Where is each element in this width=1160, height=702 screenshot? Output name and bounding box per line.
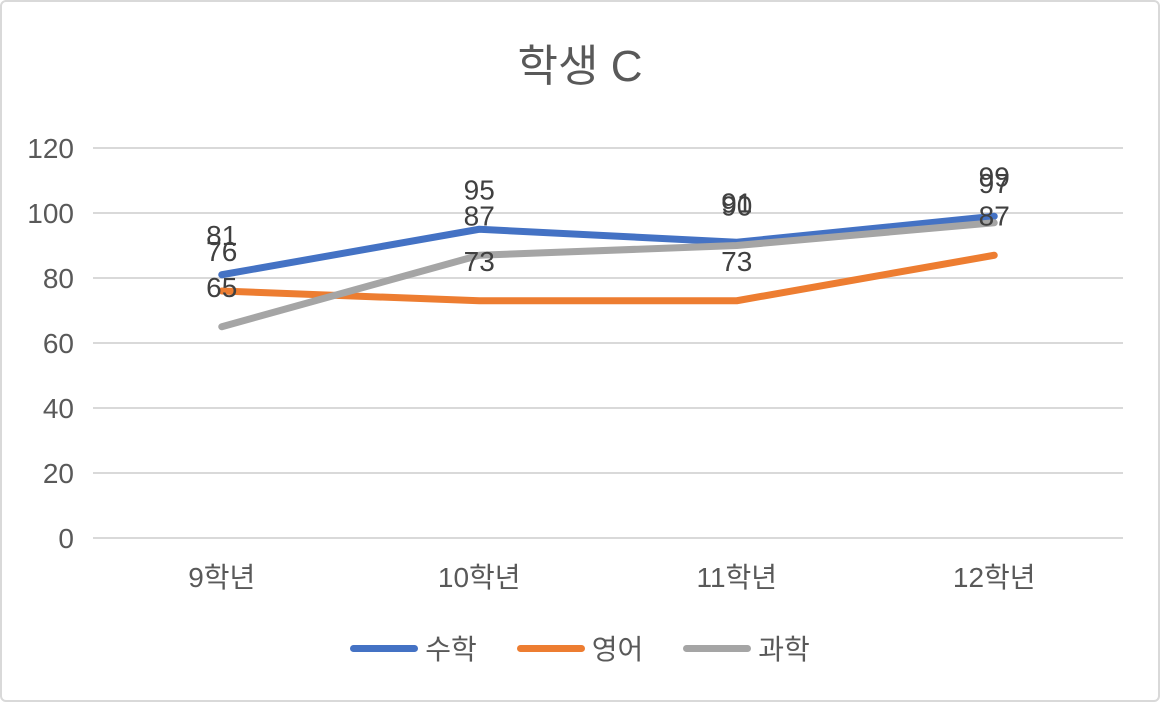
x-axis-tick-label: 10학년 — [438, 562, 521, 593]
series-line-science — [218, 219, 998, 331]
data-label-english: 73 — [721, 246, 752, 277]
data-label-science: 87 — [464, 200, 495, 231]
x-axis-tick-label: 12학년 — [953, 562, 1036, 593]
legend: 수학 영어 과학 — [2, 628, 1158, 668]
data-label-science: 90 — [721, 191, 752, 222]
data-label-math: 95 — [464, 174, 495, 205]
legend-item-science: 과학 — [683, 628, 810, 668]
data-label-english: 76 — [206, 236, 237, 267]
legend-label-math: 수학 — [425, 634, 477, 665]
legend-swatch-math — [350, 644, 419, 652]
y-axis-tick-label: 0 — [58, 523, 74, 554]
y-axis-tick-label: 80 — [43, 263, 74, 294]
data-label-english: 73 — [464, 246, 495, 277]
series-line-math — [218, 212, 998, 279]
y-axis-tick-label: 120 — [27, 133, 74, 164]
data-label-science: 65 — [206, 272, 237, 303]
y-axis-tick-label: 40 — [43, 393, 74, 424]
y-axis-tick-label: 60 — [43, 328, 74, 359]
data-label-english: 87 — [979, 200, 1010, 231]
legend-swatch-english — [516, 644, 585, 652]
x-axis-tick-label: 11학년 — [696, 562, 777, 593]
legend-swatch-science — [683, 644, 752, 652]
legend-item-math: 수학 — [350, 628, 477, 668]
y-axis-tick-label: 100 — [27, 198, 74, 229]
x-axis-tick-label: 9학년 — [188, 562, 255, 593]
data-label-math: 81 — [206, 220, 237, 251]
y-axis-tick-label: 20 — [43, 458, 74, 489]
series-line-english — [218, 251, 998, 305]
legend-label-english: 영어 — [591, 634, 644, 665]
data-label-science: 97 — [979, 168, 1010, 199]
data-label-math: 99 — [979, 161, 1010, 192]
legend-item-english: 영어 — [516, 628, 644, 668]
legend-label-science: 과학 — [758, 634, 810, 665]
data-label-math: 91 — [721, 187, 752, 218]
